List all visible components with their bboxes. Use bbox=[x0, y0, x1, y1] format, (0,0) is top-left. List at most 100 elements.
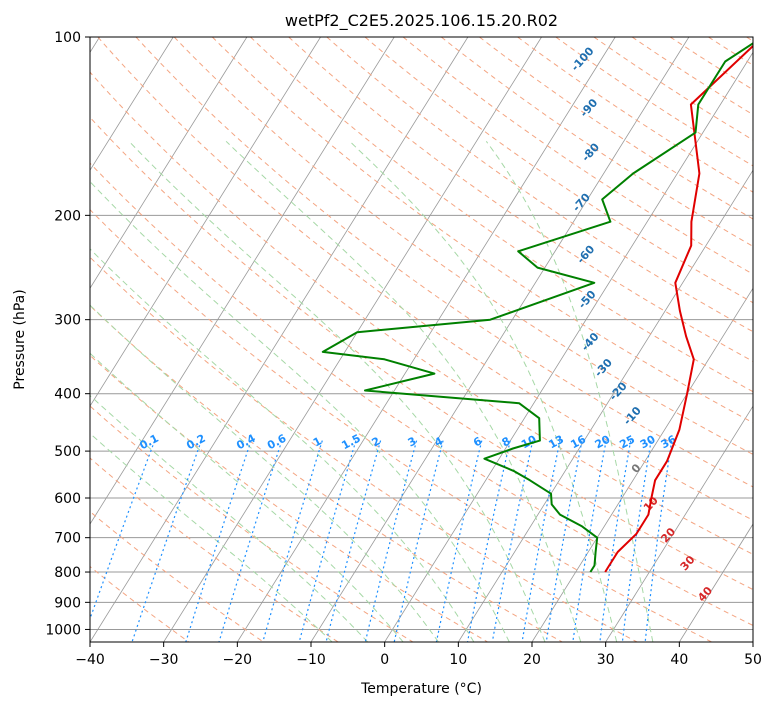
dry-adiabat-line bbox=[90, 354, 488, 642]
adiabat-label: 0 bbox=[629, 461, 644, 476]
y-tick-label: 100 bbox=[54, 30, 81, 46]
adiabat-label: -50 bbox=[576, 288, 599, 312]
adiabat-label: -30 bbox=[592, 356, 615, 380]
x-tick-label: −40 bbox=[75, 652, 105, 668]
mixing-ratio-label: 16 bbox=[568, 433, 588, 452]
mixing-ratio-line bbox=[521, 440, 561, 642]
y-tick-label: 800 bbox=[54, 565, 81, 581]
mixing-ratio-line bbox=[185, 440, 252, 642]
dry-adiabat-line bbox=[364, 37, 753, 304]
mixing-ratio-label: 0.2 bbox=[184, 432, 207, 453]
dry-adiabat-line bbox=[746, 37, 753, 42]
adiabat-label: 40 bbox=[695, 584, 715, 604]
mixing-ratio-line bbox=[491, 440, 534, 642]
dry-adiabat-line bbox=[90, 405, 414, 642]
plot-area: 0.1 0.2 0.4 0.6 1 1.5 2 3 4 6 8 10 13 16 20 25 30 36-100-… bbox=[90, 37, 753, 642]
dry-adiabat-line bbox=[211, 37, 753, 424]
mixing-ratio-line bbox=[572, 440, 607, 642]
mixing-ratio-label: 10 bbox=[519, 433, 539, 452]
mixing-ratio-label: 0.4 bbox=[234, 432, 258, 453]
isotherm-line bbox=[236, 37, 616, 642]
mixing-ratio-label: 4 bbox=[432, 434, 445, 449]
isotherm-line bbox=[605, 405, 753, 642]
mixing-ratio-label: 1.5 bbox=[339, 432, 362, 453]
x-tick-label: 10 bbox=[449, 652, 467, 668]
x-tick-label: −20 bbox=[223, 652, 253, 668]
mixing-ratio-line bbox=[262, 440, 323, 642]
y-tick-label: 1000 bbox=[45, 622, 81, 638]
x-tick-label: −30 bbox=[149, 652, 179, 668]
isotherm-line bbox=[678, 523, 753, 642]
isotherm-line bbox=[90, 37, 321, 407]
moist-adiabat-line bbox=[225, 140, 582, 642]
dry-adiabat-line bbox=[669, 37, 753, 91]
y-tick-label: 700 bbox=[54, 531, 81, 547]
y-tick-label: 400 bbox=[54, 387, 81, 403]
y-axis-label: Pressure (hPa) bbox=[12, 289, 28, 389]
mixing-ratio-label: 20 bbox=[593, 433, 613, 452]
adiabat-label: -40 bbox=[579, 330, 602, 354]
adiabat-label: -60 bbox=[574, 243, 597, 267]
mixing-ratio-label: 0.6 bbox=[265, 432, 289, 453]
dry-adiabat-line bbox=[90, 256, 638, 642]
x-tick-label: 20 bbox=[523, 652, 541, 668]
moist-adiabat-line bbox=[90, 432, 333, 642]
dry-adiabat-line bbox=[708, 37, 753, 66]
dry-adiabat-line bbox=[631, 37, 753, 116]
dewpoint-series-line bbox=[321, 42, 753, 573]
chart-title: wetPf2_C2E5.2025.106.15.20.R02 bbox=[285, 11, 558, 31]
isotherm-line bbox=[384, 51, 753, 642]
temperature-series-line bbox=[604, 44, 753, 573]
mixing-ratio-label: 8 bbox=[500, 434, 513, 449]
isotherm-line bbox=[90, 37, 174, 172]
moist-adiabat-line bbox=[90, 352, 404, 642]
mixing-ratio-line bbox=[218, 440, 283, 642]
dry-adiabat-line bbox=[173, 37, 753, 455]
isotherm-line bbox=[531, 287, 753, 642]
y-tick-label: 200 bbox=[54, 208, 81, 224]
dry-adiabat-line bbox=[90, 71, 753, 555]
isotherm-line bbox=[457, 169, 753, 642]
isotherm-line bbox=[163, 37, 542, 642]
dry-adiabat-line bbox=[90, 565, 190, 642]
adiabat-label: -80 bbox=[579, 140, 602, 164]
mixing-ratio-line bbox=[545, 440, 583, 642]
mixing-ratio-line bbox=[435, 440, 483, 642]
isotherm-line bbox=[90, 37, 469, 642]
mixing-ratio-label: 25 bbox=[617, 433, 637, 452]
dry-adiabat-line bbox=[479, 37, 753, 220]
dry-adiabat-line bbox=[555, 37, 753, 167]
mixing-ratio-line bbox=[644, 440, 673, 642]
isotherm-line bbox=[752, 641, 753, 642]
dry-adiabat-line bbox=[97, 37, 753, 521]
dry-adiabat-line bbox=[90, 116, 753, 591]
adiabat-label: -70 bbox=[570, 191, 593, 215]
axes: −40 −30 −20 −10 0 10 20 30 40 5010020030040050060… bbox=[45, 30, 762, 668]
x-tick-label: −10 bbox=[296, 652, 326, 668]
moist-adiabat-line bbox=[90, 248, 475, 642]
x-tick-label: 40 bbox=[670, 652, 688, 668]
isotherm-line bbox=[310, 37, 690, 642]
mixing-ratio-line bbox=[131, 440, 202, 642]
moist-adiabat-line bbox=[128, 140, 546, 642]
isotherm-line bbox=[90, 37, 248, 289]
moist-adiabat-line bbox=[349, 140, 618, 642]
y-tick-label: 500 bbox=[54, 444, 81, 460]
mixing-ratio-label: 0.1 bbox=[137, 432, 160, 453]
dry-adiabat-line bbox=[90, 209, 712, 642]
mixing-ratio-line bbox=[298, 440, 357, 642]
mixing-ratio-line bbox=[90, 440, 156, 621]
mixing-ratio-line bbox=[393, 440, 444, 642]
adiabat-label: -90 bbox=[577, 96, 600, 120]
dry-adiabat-line bbox=[90, 457, 339, 642]
isotherm-line bbox=[90, 37, 395, 525]
moist-adiabat-line bbox=[90, 394, 369, 642]
x-tick-label: 50 bbox=[744, 652, 762, 668]
mixing-ratio-label: 13 bbox=[546, 433, 566, 452]
dry-adiabat-line bbox=[440, 37, 753, 247]
mixing-ratio-line bbox=[364, 440, 418, 642]
dry-adiabat-line bbox=[90, 305, 563, 642]
adiabat-label: -10 bbox=[621, 404, 644, 428]
adiabat-label: 30 bbox=[678, 553, 698, 573]
